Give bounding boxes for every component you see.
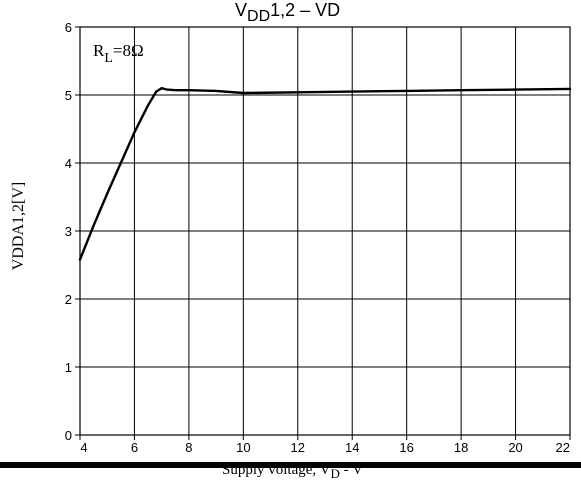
- x-axis: 4 6 8 10 12 14 16 18 20 22: [79, 435, 571, 455]
- x-axis-label: Supply voltage, VD - V: [222, 462, 363, 481]
- y-tick-label: 4: [65, 156, 72, 171]
- x-tick-label: 16: [399, 440, 413, 455]
- x-tick-label: 22: [556, 440, 570, 455]
- series-layer: [78, 87, 572, 261]
- x-tick-label: 18: [454, 440, 468, 455]
- y-axis-label: VDDA1,2[V]: [10, 182, 27, 270]
- grid: [80, 27, 570, 435]
- x-tick-label: 12: [291, 440, 305, 455]
- y-tick-label: 3: [65, 224, 72, 239]
- y-tick-label: 0: [65, 428, 72, 443]
- chart-title: VDD1,2 – VD: [235, 0, 340, 25]
- y-tick-label: 6: [65, 20, 72, 35]
- y-tick-label: 2: [65, 292, 72, 307]
- x-tick-label: 6: [131, 440, 138, 455]
- y-tick-label: 1: [65, 360, 72, 375]
- y-tick-label: 5: [65, 88, 72, 103]
- bottom-rule: [0, 462, 581, 468]
- x-tick-label: 20: [508, 440, 522, 455]
- annotation-rl: RL=8Ω: [93, 41, 144, 66]
- x-tick-label: 14: [345, 440, 359, 455]
- series-line: [78, 87, 572, 261]
- x-tick-label: 8: [185, 440, 192, 455]
- x-tick-label: 4: [80, 440, 87, 455]
- x-tick-label: 10: [236, 440, 250, 455]
- y-axis: 0 1 2 3 4 5 6: [65, 20, 80, 443]
